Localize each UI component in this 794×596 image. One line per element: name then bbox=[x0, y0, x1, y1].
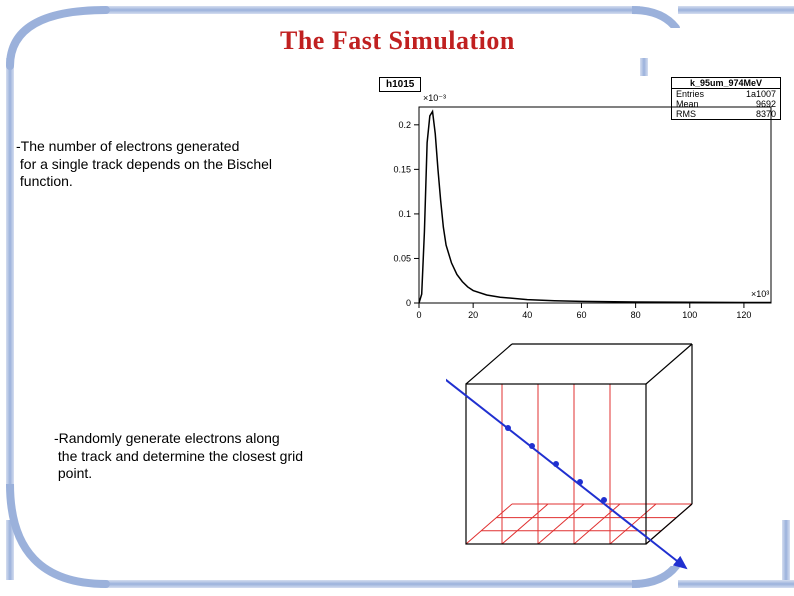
body-text-2: -Randomly generate electrons along the t… bbox=[54, 430, 303, 483]
frame-seg bbox=[100, 6, 640, 14]
histogram-chart: h1015 k_95um_974MeV Entries1a1007Mean969… bbox=[378, 76, 782, 324]
frame-corner-tr1 bbox=[632, 0, 696, 28]
body-text-1: -The number of electrons generated for a… bbox=[16, 138, 272, 191]
svg-text:0.2: 0.2 bbox=[398, 120, 411, 130]
svg-text:0.15: 0.15 bbox=[393, 164, 411, 174]
svg-text:40: 40 bbox=[522, 310, 532, 320]
frame-seg bbox=[782, 520, 790, 580]
cube-diagram bbox=[446, 336, 712, 580]
svg-text:60: 60 bbox=[576, 310, 586, 320]
svg-text:20: 20 bbox=[468, 310, 478, 320]
frame-seg bbox=[6, 58, 14, 488]
svg-text:80: 80 bbox=[631, 310, 641, 320]
frame-corner-bl bbox=[0, 484, 110, 596]
histogram-plot: 0 20 40 60 80 100 120 0 0.05 0.1 0.15 0.2 bbox=[379, 77, 783, 325]
frame-seg bbox=[100, 580, 640, 588]
svg-text:120: 120 bbox=[736, 310, 751, 320]
svg-text:0.05: 0.05 bbox=[393, 253, 411, 263]
svg-text:0: 0 bbox=[416, 310, 421, 320]
svg-text:100: 100 bbox=[682, 310, 697, 320]
frame-corner-tl bbox=[0, 0, 110, 70]
page-title: The Fast Simulation bbox=[280, 26, 515, 56]
svg-text:0: 0 bbox=[406, 298, 411, 308]
svg-text:0.1: 0.1 bbox=[398, 209, 411, 219]
